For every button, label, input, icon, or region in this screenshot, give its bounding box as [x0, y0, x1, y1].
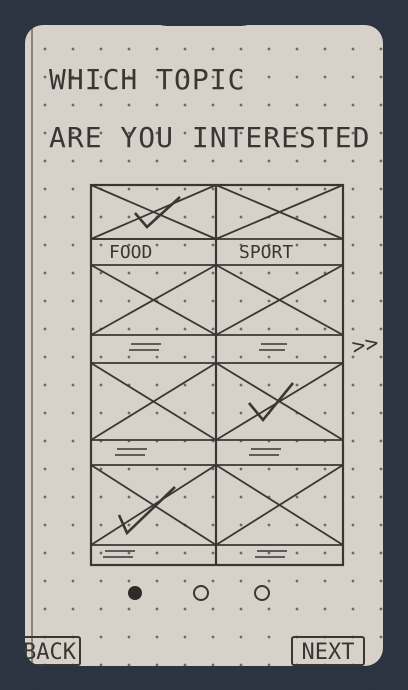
topic-card-8[interactable]: [215, 464, 344, 558]
check-icon: [117, 486, 176, 536]
topic-card-7[interactable]: [90, 464, 217, 558]
page-dot-3[interactable]: [254, 585, 270, 601]
title-line-1: WHICH TOPIC: [49, 63, 246, 96]
topic-grid: FOOD SPORT: [89, 183, 345, 567]
topic-label: FOOD: [109, 242, 152, 263]
topic-card-3[interactable]: [90, 264, 217, 364]
screen: WHICH TOPIC ARE YOU INTERESTED FOOD: [25, 25, 383, 666]
back-button[interactable]: BACK: [25, 636, 81, 666]
page-dot-1-active[interactable]: [128, 586, 142, 600]
next-button[interactable]: NEXT: [291, 636, 365, 666]
topic-card-5[interactable]: [90, 362, 217, 466]
topic-card-6[interactable]: [215, 362, 344, 466]
check-icon: [247, 382, 295, 423]
topic-label: SPORT: [239, 242, 293, 263]
phone-notch: [145, 0, 263, 26]
notebook-margin-line: [31, 25, 33, 666]
page-title: WHICH TOPIC ARE YOU INTERESTED: [49, 51, 370, 167]
check-icon: [134, 196, 181, 229]
page-dot-2[interactable]: [193, 585, 209, 601]
pagination-dots: [128, 585, 270, 601]
topic-card-food[interactable]: FOOD: [90, 184, 217, 266]
topic-card-sport[interactable]: SPORT: [215, 184, 344, 266]
topic-card-4[interactable]: [215, 264, 344, 364]
title-line-2: ARE YOU INTERESTED: [49, 121, 371, 154]
